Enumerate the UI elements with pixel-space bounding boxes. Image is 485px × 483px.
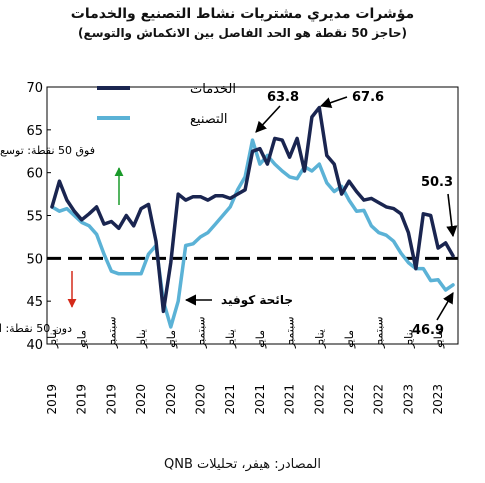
x-tick-label-year: 2019	[45, 384, 59, 415]
x-tick-label-month: يناير	[402, 329, 415, 349]
series-line-manufacturing	[50, 138, 455, 329]
legend-label-services: الخدمات	[190, 82, 236, 97]
arrow-services-peak	[319, 96, 348, 108]
x-tick-label: سبتمبر 2022	[372, 316, 386, 414]
x-tick-label-year: 2021	[253, 384, 267, 415]
label-contraction: دون 50 نقطة: انكماش	[0, 322, 72, 335]
x-tick-label-year: 2021	[283, 384, 297, 415]
x-tick-label-year: 2019	[104, 384, 118, 415]
x-tick-label-month: مايو	[432, 330, 445, 349]
x-tick-label-month: يناير	[313, 329, 326, 349]
x-tick-label-month: مايو	[343, 330, 356, 349]
x-tick-label-month: سبتمبر	[105, 316, 118, 349]
x-tick-label: سبتمبر 2020	[194, 316, 208, 414]
x-tick-label: يناير 2023	[401, 329, 415, 414]
y-tick-label: 50	[26, 252, 43, 267]
x-tick-label-month: يناير	[135, 329, 148, 349]
x-tick-label-year: 2021	[223, 384, 237, 415]
x-tick-label-month: يناير	[46, 329, 59, 349]
x-tick-label: يناير 2022	[312, 329, 326, 414]
x-tick-label-year: 2020	[134, 384, 148, 415]
legend-label-manufacturing: التصنيع	[190, 112, 228, 127]
x-tick-label: مايو 2020	[164, 330, 178, 415]
x-tick-label: سبتمبر 2021	[283, 316, 297, 414]
x-tick-label: مايو 2019	[75, 330, 89, 415]
x-tick-label-year: 2023	[401, 384, 415, 415]
x-tick-label-year: 2022	[312, 384, 326, 415]
y-tick-label: 70	[26, 81, 43, 96]
label-covid: جائحة كوفيد	[221, 293, 293, 308]
x-tick-label-year: 2023	[431, 384, 445, 415]
x-tick-label-year: 2020	[194, 384, 208, 415]
series-line-services	[50, 105, 455, 314]
x-tick-label-month: سبتمبر	[195, 316, 208, 349]
x-tick-label: يناير 2021	[223, 329, 237, 414]
x-tick-label-year: 2022	[372, 384, 386, 415]
y-tick-label: 40	[26, 338, 43, 353]
x-tick-label-month: سبتمبر	[373, 316, 386, 349]
x-tick-label: مايو 2023	[431, 330, 445, 415]
y-tick-label: 60	[26, 167, 43, 182]
x-tick-label-year: 2022	[342, 384, 356, 415]
chart-subtitle: (حاجز 50 نقطة هو الحد الفاصل بين الانكما…	[78, 26, 407, 40]
label-manufacturing-peak: 63.8	[267, 90, 299, 105]
x-tick-label: يناير 2020	[134, 329, 148, 414]
label-services-last: 50.3	[421, 175, 453, 190]
x-tick-label: سبتمبر 2019	[104, 316, 118, 414]
arrow-manufacturing-last	[436, 292, 454, 321]
label-services-peak: 67.6	[352, 90, 384, 105]
x-tick-label: مايو 2022	[342, 330, 356, 415]
x-tick-label: مايو 2021	[253, 330, 267, 415]
y-tick-label: 65	[26, 124, 43, 139]
legend: الخدمات التصنيع	[97, 82, 236, 127]
arrow-manufacturing-peak	[255, 105, 281, 133]
x-tick-label: يناير 2019	[45, 329, 59, 414]
x-tick-label-year: 2020	[164, 384, 178, 415]
arrow-services-last	[446, 193, 458, 238]
x-tick-label-month: مايو	[165, 330, 178, 349]
y-tick-label: 45	[26, 295, 43, 310]
x-tick-label-month: مايو	[254, 330, 267, 349]
x-tick-label-month: مايو	[76, 330, 89, 349]
chart-title: مؤشرات مديري مشتريات نشاط التصنيع والخدم…	[70, 6, 415, 22]
x-tick-label-month: سبتمبر	[284, 316, 297, 349]
annotations: 63.8 67.6 50.3 46.9 جائحة كوفيد فوق 50 ن…	[0, 90, 458, 338]
x-tick-label-year: 2019	[75, 384, 89, 415]
x-tick-label-month: يناير	[224, 329, 237, 349]
source-note: المصادر: هيفر، تحليلات QNB	[163, 457, 321, 472]
label-manufacturing-last: 46.9	[412, 323, 444, 338]
label-expansion: فوق 50 نقطة: توسع	[0, 144, 95, 157]
series-lines	[50, 105, 455, 329]
y-tick-label: 55	[26, 210, 43, 225]
